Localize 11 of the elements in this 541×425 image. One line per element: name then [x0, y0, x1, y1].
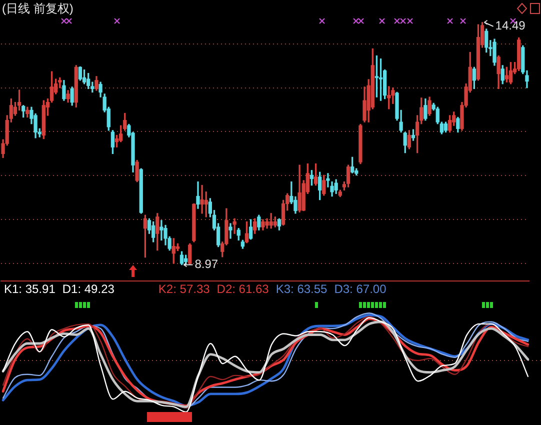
candlestick — [200, 184, 204, 214]
candlestick — [232, 218, 236, 234]
annotation: 8.97 — [194, 257, 218, 272]
text: D3: 67.00 — [334, 282, 386, 296]
annotation: 14.49 — [495, 18, 526, 33]
text: K2: 57.33 — [158, 282, 210, 296]
text: D1: 49.23 — [62, 282, 114, 296]
chart-title: (日线 前复权) — [2, 1, 74, 16]
text: K1: 35.91 — [4, 282, 56, 296]
text: D2: 61.63 — [216, 282, 269, 296]
text: K3: 63.55 — [276, 282, 328, 296]
